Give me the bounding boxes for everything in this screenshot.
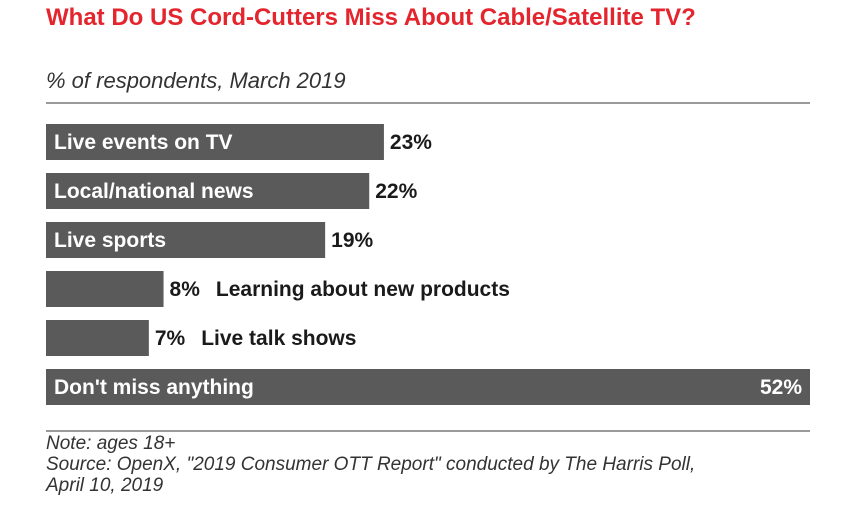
value-label: 8% (170, 278, 201, 301)
category-label: Live talk shows (201, 327, 356, 350)
chart-title: What Do US Cord-Cutters Miss About Cable… (46, 4, 696, 31)
source-text-line-2: April 10, 2019 (46, 475, 164, 496)
category-label: Don't miss anything (54, 376, 254, 399)
category-label: Learning about new products (216, 278, 510, 301)
bar (46, 320, 149, 356)
value-label: 23% (390, 131, 432, 154)
value-label: 7% (155, 327, 186, 350)
bar (46, 124, 384, 160)
bar (46, 369, 810, 405)
bar (46, 222, 326, 258)
bar (46, 173, 370, 209)
source-text-line-1: Source: OpenX, "2019 Consumer OTT Report… (46, 454, 696, 475)
chart-notes: Note: ages 18+ Source: OpenX, "2019 Cons… (46, 433, 836, 496)
category-label: Local/national news (54, 180, 254, 203)
bar (46, 271, 164, 307)
value-label: 22% (375, 180, 417, 203)
chart-subtitle: % of respondents, March 2019 (46, 68, 346, 93)
top-divider (46, 102, 810, 104)
category-label: Live sports (54, 229, 166, 252)
value-label: 19% (331, 229, 373, 252)
value-label: 52% (760, 376, 802, 399)
note-text: Note: ages 18+ (46, 433, 176, 454)
category-label: Live events on TV (54, 131, 233, 154)
bottom-divider (46, 430, 810, 432)
